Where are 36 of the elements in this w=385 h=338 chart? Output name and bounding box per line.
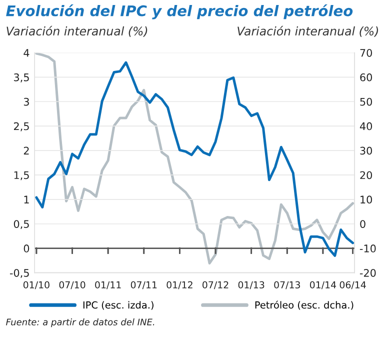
y-tick-label: 1 [24, 196, 29, 204]
x-tick-label: 01/12 [166, 281, 192, 290]
y2-tick-label: -10 [360, 244, 376, 252]
y2-tick-label: 10 [360, 196, 372, 204]
y2-tick-label: -20 [360, 268, 376, 277]
x-tick-label: 07/13 [274, 281, 300, 290]
x-tick-label: 07/12 [202, 281, 228, 290]
y-tick-label: 0 [24, 244, 30, 252]
y2-axis-title: Variación interanual (%) [238, 26, 378, 37]
x-tick-label: 01/10 [23, 281, 50, 290]
y-tick-label: 3 [24, 98, 29, 106]
chart-title: Evolución del IPC y del precio del petróleo [6, 4, 353, 20]
y-tick-label: 1,5 [14, 171, 29, 180]
x-tick-label: 06/14 [340, 281, 366, 290]
x-tick-label: 07/11 [130, 281, 157, 290]
legend-label: IPC (esc. izda.) [83, 301, 154, 310]
x-tick-label: 07/10 [59, 281, 86, 290]
y-tick-label: 2 [24, 146, 29, 154]
y2-tick-label: 50 [360, 98, 372, 106]
y2-tick-label: 30 [360, 146, 372, 155]
y2-tick-label: 20 [360, 171, 372, 180]
y-axis-title: Variación interanual (%) [6, 26, 148, 37]
y2-tick-label: 60 [360, 73, 372, 82]
x-tick-label: 01/13 [238, 281, 264, 290]
source-note: Fuente: a partir de datos del INE. [6, 318, 154, 328]
y-tick-label: 2,5 [14, 122, 29, 132]
y-tick-label: 4 [24, 49, 30, 57]
y2-tick-label: 70 [360, 48, 372, 57]
legend-label: Petróleo (esc. dcha.) [255, 300, 354, 310]
x-tick-label: 01/14 [310, 281, 336, 290]
y-tick-label: 3,5 [14, 73, 29, 82]
x-tick-label: 01/11 [95, 281, 121, 290]
y-tick-label: -0,5 [10, 268, 29, 278]
y-tick-label: 0,5 [14, 220, 29, 230]
y2-tick-label: 40 [360, 122, 372, 130]
y2-tick-label: 0 [360, 220, 366, 228]
